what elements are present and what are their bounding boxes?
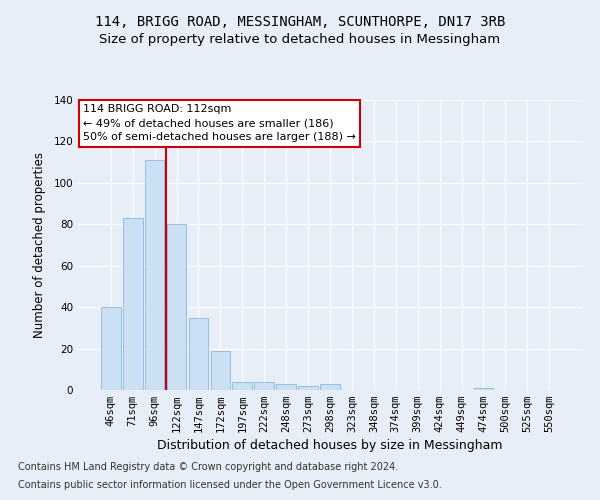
Bar — [254, 382, 274, 390]
X-axis label: Distribution of detached houses by size in Messingham: Distribution of detached houses by size … — [157, 440, 503, 452]
Bar — [473, 388, 493, 390]
Bar — [188, 318, 208, 390]
Text: 114 BRIGG ROAD: 112sqm
← 49% of detached houses are smaller (186)
50% of semi-de: 114 BRIGG ROAD: 112sqm ← 49% of detached… — [83, 104, 356, 142]
Text: Contains HM Land Registry data © Crown copyright and database right 2024.: Contains HM Land Registry data © Crown c… — [18, 462, 398, 472]
Bar — [211, 350, 230, 390]
Bar — [298, 386, 318, 390]
Bar — [167, 224, 187, 390]
Bar — [101, 307, 121, 390]
Text: Size of property relative to detached houses in Messingham: Size of property relative to detached ho… — [100, 32, 500, 46]
Bar — [276, 384, 296, 390]
Bar — [320, 384, 340, 390]
Bar — [145, 160, 164, 390]
Y-axis label: Number of detached properties: Number of detached properties — [34, 152, 46, 338]
Bar — [232, 382, 252, 390]
Text: Contains public sector information licensed under the Open Government Licence v3: Contains public sector information licen… — [18, 480, 442, 490]
Bar — [123, 218, 143, 390]
Text: 114, BRIGG ROAD, MESSINGHAM, SCUNTHORPE, DN17 3RB: 114, BRIGG ROAD, MESSINGHAM, SCUNTHORPE,… — [95, 15, 505, 29]
